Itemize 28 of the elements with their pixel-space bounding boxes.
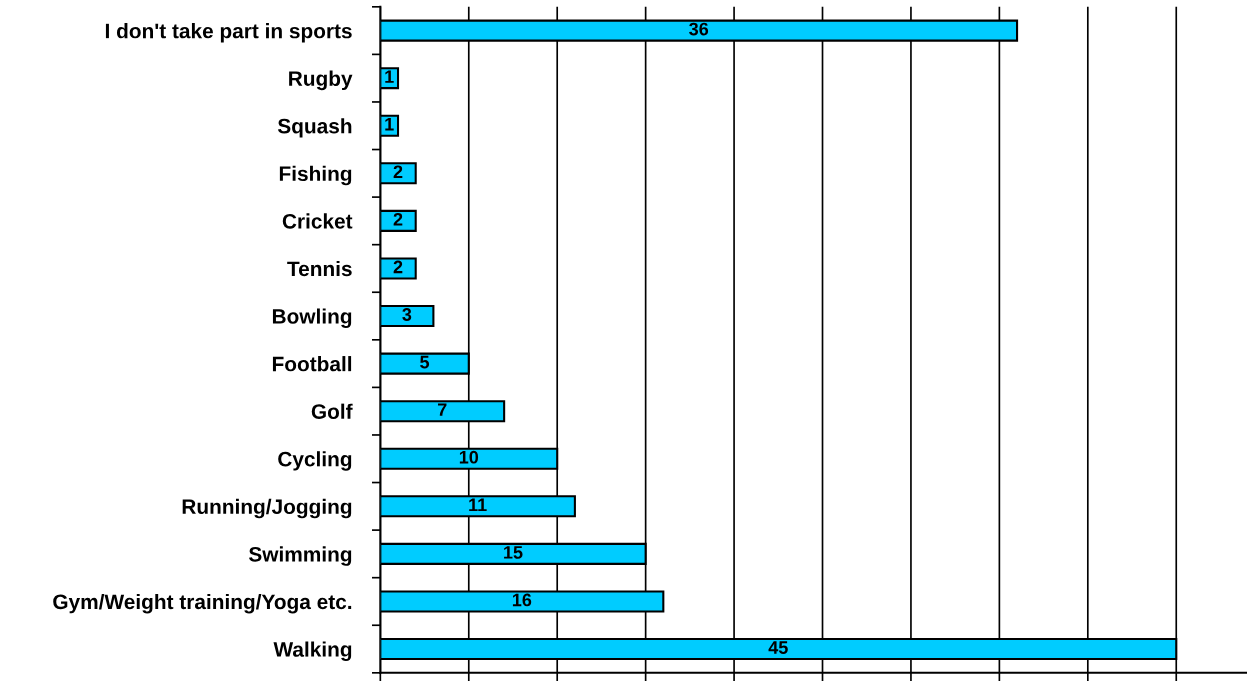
y-tick-label: Walking [273,641,352,661]
y-tick-label: Gym/Weight training/Yoga etc. [53,593,352,614]
y-tick-label: Golf [311,403,353,419]
data-label: 1 [385,117,394,131]
y-tick-label: Cricket [282,213,353,229]
y-tick-label: Fishing [279,165,352,186]
y-tick-label: Bowling [272,308,352,328]
data-label: 11 [469,498,487,511]
data-label: 2 [393,260,403,274]
data-label: 10 [459,450,479,464]
y-tick-label: I don't take part in sports [105,23,352,43]
y-tick-label: Running/Jogging [182,498,352,519]
y-tick-label: Swimming [248,546,352,566]
y-tick-label: Rugby [289,70,353,91]
data-label: 15 [504,546,523,559]
y-tick-label: Cycling [278,451,352,471]
data-label: 7 [438,403,447,416]
y-tick-label: Tennis [287,260,352,277]
y-tick-label: Squash [277,118,352,138]
y-tick-label: Football [272,356,352,372]
data-label: 1 [385,70,394,83]
data-label: 2 [393,212,403,226]
data-label: 16 [512,593,532,607]
data-label: 2 [393,165,403,178]
data-label: 5 [420,355,430,369]
data-label: 3 [402,308,412,321]
data-label: 45 [768,641,788,654]
data-label: 36 [689,22,709,36]
